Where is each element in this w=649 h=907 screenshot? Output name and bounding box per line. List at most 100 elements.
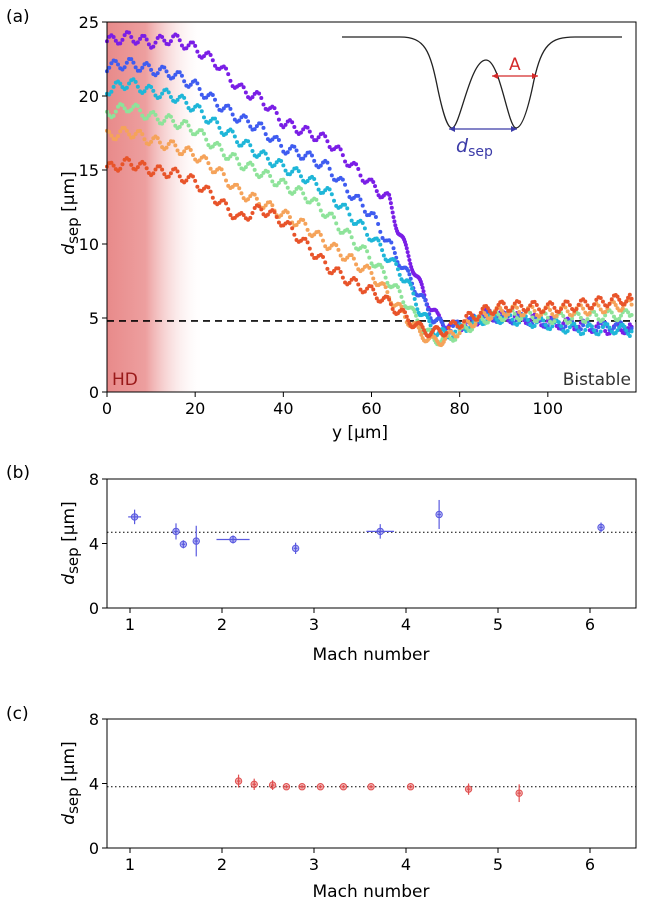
series-2-point <box>574 324 579 329</box>
series-5-point <box>478 310 483 315</box>
series-5-point <box>307 246 312 251</box>
series-5-point <box>485 306 490 311</box>
series-5-point <box>109 160 114 165</box>
series-3-point <box>221 153 226 158</box>
series-5-point <box>492 310 497 315</box>
series-1-point <box>259 121 264 126</box>
series-0-point <box>257 91 262 96</box>
series-5-point <box>168 171 173 176</box>
series-1-point <box>285 150 290 155</box>
series-2-point <box>175 97 180 102</box>
series-5-point <box>462 319 467 324</box>
series-1-point <box>149 67 154 72</box>
series-3-point <box>381 270 386 275</box>
series-2-point <box>235 140 240 145</box>
series-4-point <box>294 223 299 228</box>
series-1-point <box>325 160 330 165</box>
data-points-c <box>234 774 523 803</box>
series-2-point <box>248 143 253 148</box>
series-5-point <box>208 189 213 194</box>
series-5-point <box>585 303 590 308</box>
series-0-point <box>393 223 398 228</box>
series-0-point <box>228 78 233 83</box>
series-3-point <box>329 211 334 216</box>
series-5-point <box>624 299 629 304</box>
series-2-point <box>124 85 129 90</box>
series-1-point <box>596 325 601 330</box>
series-3-point <box>332 215 337 220</box>
series-1-point <box>389 240 394 245</box>
series-0-point <box>305 125 310 130</box>
c-xtick-label: 2 <box>217 855 227 874</box>
series-4-point <box>521 313 526 318</box>
series-2-point <box>392 258 397 263</box>
a-ytick-label: 20 <box>79 87 99 106</box>
series-5-point <box>561 302 566 307</box>
series-4-point <box>118 129 123 134</box>
series-1-point <box>371 211 376 216</box>
series-5-point <box>390 306 395 311</box>
series-4-point <box>554 313 559 318</box>
series-3-point <box>496 312 501 317</box>
series-1-point <box>155 71 160 76</box>
series-1-point <box>215 103 220 108</box>
series-0-point <box>338 147 343 152</box>
series-5-point <box>321 255 326 260</box>
series-5-point <box>248 215 253 220</box>
series-3-point <box>204 137 209 142</box>
series-3-point <box>626 310 631 315</box>
series-5-point <box>627 292 632 297</box>
series-5-point <box>626 295 631 300</box>
series-4-point <box>473 322 478 327</box>
series-2-point <box>314 181 319 186</box>
series-3-point <box>617 316 622 321</box>
y-label-c-main: d <box>59 814 79 825</box>
series-3-point <box>365 249 370 254</box>
series-4-point <box>279 213 284 218</box>
series-5-point <box>525 307 530 312</box>
series-0-point <box>213 63 218 68</box>
series-1-point <box>563 324 568 329</box>
series-2-point <box>596 332 601 337</box>
series-0-point <box>120 37 125 42</box>
series-1-point <box>263 132 268 137</box>
series-2-point <box>629 329 634 334</box>
series-5-point <box>574 306 579 311</box>
hd-shaded-region <box>107 22 204 392</box>
series-5-point <box>567 303 572 308</box>
series-1-point <box>421 295 426 300</box>
series-5-point <box>592 302 597 307</box>
series-3-point <box>397 289 402 294</box>
series-3-point <box>268 173 273 178</box>
series-0-point <box>250 95 255 100</box>
series-0-point <box>408 261 413 266</box>
series-5-point <box>338 269 343 274</box>
series-5-point <box>241 213 246 218</box>
series-4-point <box>603 310 608 315</box>
series-3-point <box>629 313 634 318</box>
c-ytick-label: 4 <box>89 775 99 794</box>
series-2-point <box>287 172 292 177</box>
series-0-point <box>323 134 328 139</box>
series-1-point <box>303 153 308 158</box>
series-3-point <box>250 162 255 167</box>
series-5-point <box>576 302 581 307</box>
series-4-point <box>133 132 138 137</box>
series-3-point <box>583 319 588 324</box>
series-3-point <box>414 313 419 318</box>
series-1-point <box>440 321 445 326</box>
series-2-point <box>294 166 299 171</box>
series-3-point <box>399 294 404 299</box>
series-2-point <box>250 148 255 153</box>
series-2-point <box>111 84 116 89</box>
series-0-point <box>146 42 151 47</box>
series-0-point <box>241 85 246 90</box>
series-0-point <box>118 41 123 46</box>
series-0-point <box>151 44 156 49</box>
series-0-point <box>561 321 566 326</box>
series-4-point <box>532 308 537 313</box>
series-1-point <box>279 143 284 148</box>
series-4-point <box>457 331 462 336</box>
series-2-point <box>410 286 415 291</box>
series-3-point <box>281 177 286 182</box>
